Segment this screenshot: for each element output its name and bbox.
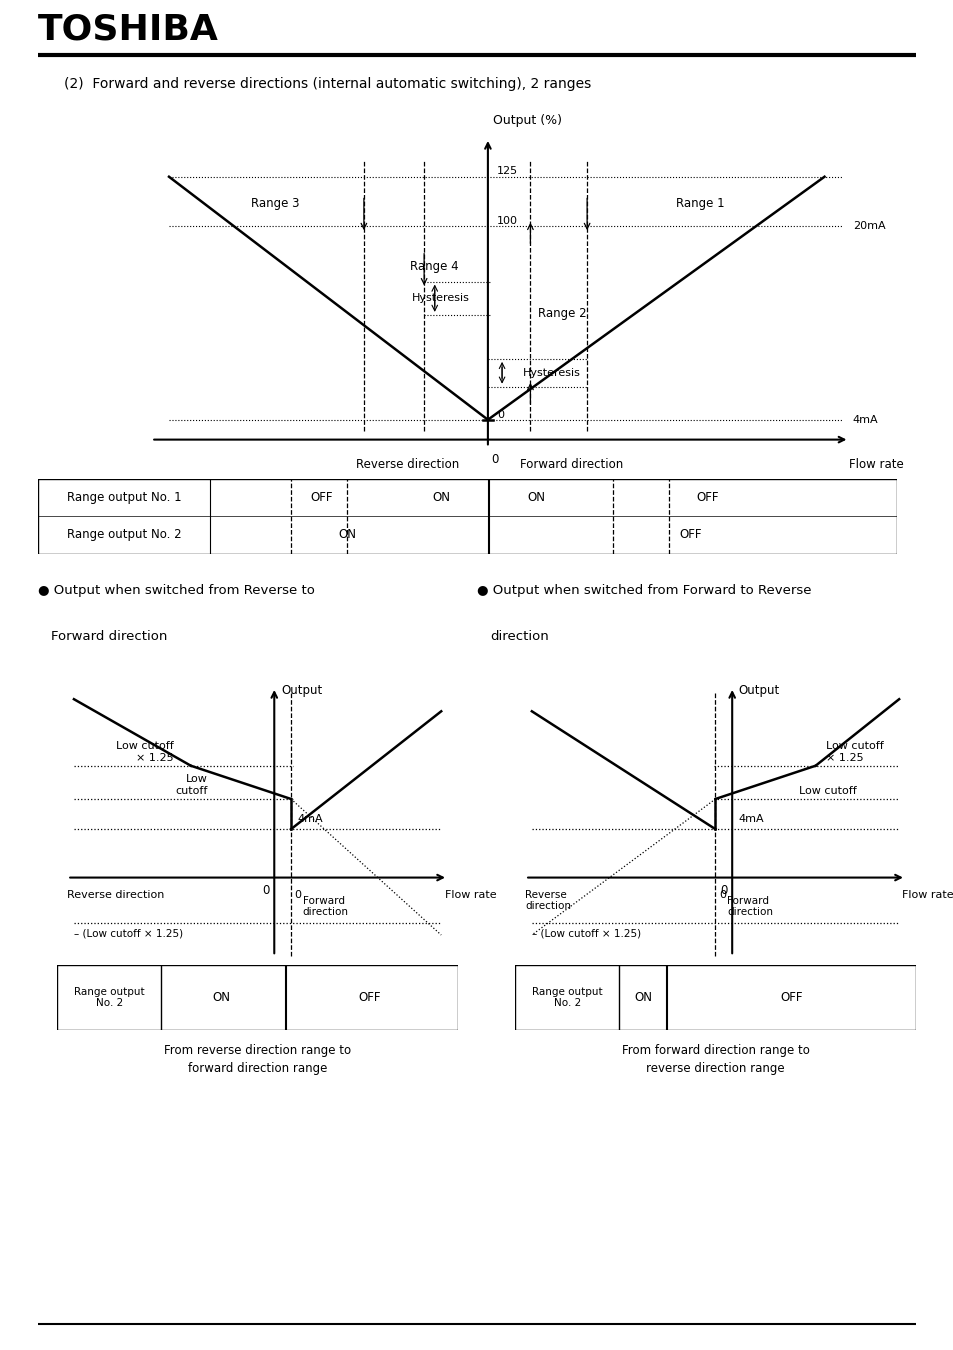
Text: Forward direction: Forward direction xyxy=(519,459,622,471)
Text: Low cutoff
× 1.25: Low cutoff × 1.25 xyxy=(116,741,173,763)
Text: ● Output when switched from Reverse to: ● Output when switched from Reverse to xyxy=(38,583,314,597)
Text: Range 2: Range 2 xyxy=(537,308,585,320)
Text: ON: ON xyxy=(634,991,652,1004)
Text: 4mA: 4mA xyxy=(738,814,763,825)
Text: Reverse direction: Reverse direction xyxy=(355,459,459,471)
Text: OFF: OFF xyxy=(780,991,802,1004)
Text: OFF: OFF xyxy=(696,491,719,505)
Text: ON: ON xyxy=(433,491,450,505)
Text: (2)  Forward and reverse directions (internal automatic switching), 2 ranges: (2) Forward and reverse directions (inte… xyxy=(65,77,591,92)
Text: Output (%): Output (%) xyxy=(493,113,561,127)
Text: 0: 0 xyxy=(718,890,725,899)
Text: Range output
No. 2: Range output No. 2 xyxy=(74,987,145,1008)
Text: 20mA: 20mA xyxy=(852,221,884,231)
Text: Range output No. 1: Range output No. 1 xyxy=(67,491,181,505)
Text: OFF: OFF xyxy=(310,491,333,505)
Text: Range 1: Range 1 xyxy=(676,197,724,209)
Text: direction: direction xyxy=(490,629,548,643)
Text: 100: 100 xyxy=(497,216,517,225)
Text: 4mA: 4mA xyxy=(852,414,878,425)
Text: Range output
No. 2: Range output No. 2 xyxy=(532,987,602,1008)
Text: Low
cutoff: Low cutoff xyxy=(175,775,207,796)
Text: OFF: OFF xyxy=(358,991,380,1004)
Text: Range 4: Range 4 xyxy=(410,259,458,273)
Text: Forward
direction: Forward direction xyxy=(726,895,772,917)
Text: Output: Output xyxy=(738,684,780,697)
Text: Range output No. 2: Range output No. 2 xyxy=(67,528,181,541)
Text: From forward direction range to
reverse direction range: From forward direction range to reverse … xyxy=(621,1045,808,1075)
Text: ON: ON xyxy=(527,491,544,505)
Text: Flow rate: Flow rate xyxy=(848,459,903,471)
Text: Reverse
direction: Reverse direction xyxy=(524,890,571,911)
Text: 0: 0 xyxy=(262,884,270,896)
Text: Range 3: Range 3 xyxy=(251,197,299,209)
Text: Reverse direction: Reverse direction xyxy=(67,890,165,899)
Text: 0: 0 xyxy=(497,410,503,420)
Text: – (Low cutoff × 1.25): – (Low cutoff × 1.25) xyxy=(74,929,183,940)
Text: TOSHIBA: TOSHIBA xyxy=(38,12,219,46)
Text: 4mA: 4mA xyxy=(297,814,323,825)
Text: 125: 125 xyxy=(497,166,517,177)
Text: Hysteresis: Hysteresis xyxy=(523,367,580,378)
Text: 0: 0 xyxy=(294,890,301,899)
Text: ON: ON xyxy=(338,528,355,541)
Text: – (Low cutoff × 1.25): – (Low cutoff × 1.25) xyxy=(531,929,640,940)
Text: ON: ON xyxy=(213,991,231,1004)
Text: Output: Output xyxy=(280,684,322,697)
Text: ● Output when switched from Forward to Reverse: ● Output when switched from Forward to R… xyxy=(476,583,811,597)
Text: Flow rate: Flow rate xyxy=(902,890,953,899)
Text: OFF: OFF xyxy=(679,528,701,541)
Text: Low cutoff
× 1.25: Low cutoff × 1.25 xyxy=(824,741,882,763)
Text: Flow rate: Flow rate xyxy=(444,890,496,899)
Text: From reverse direction range to
forward direction range: From reverse direction range to forward … xyxy=(164,1045,351,1075)
Text: Hysteresis: Hysteresis xyxy=(412,293,470,304)
Text: Low cutoff: Low cutoff xyxy=(798,786,856,796)
Text: 0: 0 xyxy=(491,452,498,466)
Text: Forward
direction: Forward direction xyxy=(302,895,348,917)
Text: 0: 0 xyxy=(720,884,727,896)
Text: Forward direction: Forward direction xyxy=(51,629,168,643)
